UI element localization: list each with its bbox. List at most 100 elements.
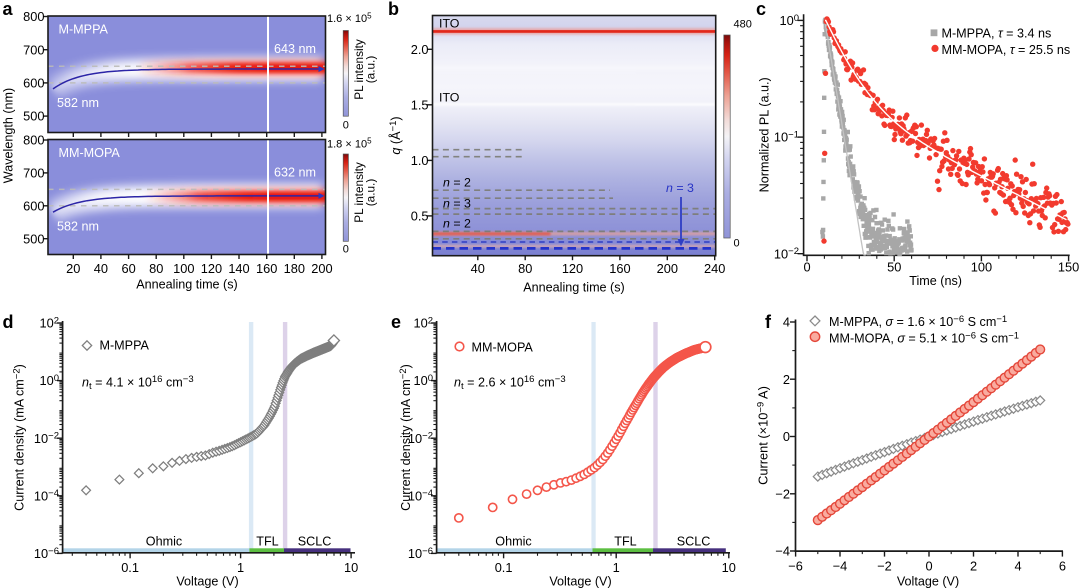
svg-text:632 nm: 632 nm [274,166,316,180]
svg-text:Current density (mA cm−2): Current density (mA cm−2) [11,364,26,511]
svg-text:Current density (mA cm−2): Current density (mA cm−2) [398,364,413,511]
svg-text:Wavelength (nm): Wavelength (nm) [2,88,16,183]
svg-text:n = 3: n = 3 [666,181,694,195]
svg-text:−2: −2 [877,558,892,573]
svg-text:120: 120 [201,261,222,276]
svg-text:Annealing time (s): Annealing time (s) [136,277,238,291]
svg-text:700: 700 [23,42,44,57]
svg-text:n = 2: n = 2 [443,216,471,230]
svg-text:PL intensity: PL intensity [352,39,366,100]
svg-text:Ohmic: Ohmic [146,534,182,548]
svg-text:200: 200 [657,261,678,276]
svg-text:b: b [388,0,399,19]
svg-text:10: 10 [722,560,736,575]
svg-text:582 nm: 582 nm [57,220,99,234]
svg-text:1: 1 [613,560,620,575]
svg-text:240: 240 [704,261,725,276]
svg-text:a: a [3,0,14,19]
svg-text:TFL: TFL [256,534,278,548]
svg-text:50: 50 [887,259,901,274]
svg-text:0: 0 [803,259,810,274]
svg-text:160: 160 [609,261,630,276]
svg-text:800: 800 [23,9,44,24]
svg-text:1.5: 1.5 [411,97,429,112]
svg-text:n = 3: n = 3 [443,196,471,210]
svg-text:150: 150 [1058,259,1079,274]
svg-text:0.5: 0.5 [411,209,429,224]
svg-text:4: 4 [783,315,790,330]
svg-text:643 nm: 643 nm [274,42,316,56]
svg-text:1.6 × 105: 1.6 × 105 [327,11,372,25]
svg-text:200: 200 [311,261,332,276]
svg-text:nt = 2.6 × 1016 cm−3: nt = 2.6 × 1016 cm−3 [454,374,566,392]
svg-text:100: 100 [971,259,992,274]
svg-text:−4: −4 [775,544,790,559]
svg-text:SCLC: SCLC [298,534,332,548]
svg-text:500: 500 [23,109,44,124]
svg-text:2: 2 [970,558,977,573]
svg-text:800: 800 [23,133,44,148]
svg-text:(a.u.): (a.u.) [364,56,378,84]
svg-text:Voltage (V): Voltage (V) [549,574,611,588]
svg-text:600: 600 [23,76,44,91]
svg-text:0: 0 [734,238,740,250]
svg-text:0: 0 [343,120,349,132]
svg-text:0.1: 0.1 [121,560,139,575]
svg-text:0: 0 [343,243,349,255]
svg-text:MM-MOPA, σ = 5.1 × 10−6 S cm−1: MM-MOPA, σ = 5.1 × 10−6 S cm−1 [829,330,1019,345]
svg-text:MM-MOPA: MM-MOPA [59,146,121,160]
svg-text:600: 600 [23,198,44,213]
svg-text:PL intensity: PL intensity [352,162,366,223]
svg-text:−2: −2 [775,486,790,501]
svg-text:Time (ns): Time (ns) [909,274,962,288]
svg-text:Voltage (V): Voltage (V) [897,574,959,588]
svg-text:500: 500 [23,231,44,246]
svg-text:0: 0 [925,558,932,573]
svg-text:ITO: ITO [439,17,460,31]
svg-text:40: 40 [471,261,485,276]
svg-text:1.8 × 105: 1.8 × 105 [327,137,372,151]
svg-text:0: 0 [783,429,790,444]
svg-text:(a.u.): (a.u.) [364,179,378,207]
svg-text:MM-MOPA, τ = 25.5 ns: MM-MOPA, τ = 25.5 ns [942,43,1071,57]
svg-text:1: 1 [237,560,244,575]
svg-text:Ohmic: Ohmic [495,534,531,548]
svg-text:TFL: TFL [614,534,636,548]
svg-text:140: 140 [228,261,249,276]
svg-text:180: 180 [284,261,305,276]
svg-text:60: 60 [121,261,135,276]
svg-text:20: 20 [66,261,80,276]
svg-text:M-MPPA: M-MPPA [100,339,150,353]
svg-text:80: 80 [149,261,163,276]
svg-text:80: 80 [518,261,532,276]
svg-text:M-MPPA, σ = 1.6 × 10−6 S cm−1: M-MPPA, σ = 1.6 × 10−6 S cm−1 [829,314,1007,329]
svg-text:−6: −6 [788,558,803,573]
svg-text:f: f [765,312,772,332]
svg-text:160: 160 [256,261,277,276]
svg-text:4: 4 [1014,558,1021,573]
svg-text:2: 2 [783,372,790,387]
svg-text:M-MPPA, τ = 3.4 ns: M-MPPA, τ = 3.4 ns [942,27,1052,41]
svg-text:1.0: 1.0 [411,153,429,168]
svg-text:nt = 4.1 × 1016 cm−3: nt = 4.1 × 1016 cm−3 [82,374,194,392]
svg-text:120: 120 [562,261,583,276]
svg-text:0.1: 0.1 [495,560,513,575]
svg-text:480: 480 [734,19,752,31]
svg-text:d: d [3,312,14,332]
svg-text:−4: −4 [833,558,848,573]
svg-text:582 nm: 582 nm [57,96,99,110]
svg-text:SCLC: SCLC [677,534,711,548]
svg-text:MM-MOPA: MM-MOPA [472,340,534,354]
svg-text:10: 10 [344,560,358,575]
svg-text:Normalized PL (a.u.): Normalized PL (a.u.) [758,77,772,192]
svg-text:700: 700 [23,166,44,181]
svg-text:M-MPPA: M-MPPA [59,23,109,37]
svg-text:c: c [756,0,766,19]
svg-text:100: 100 [173,261,194,276]
svg-text:Current (×10−9 A): Current (×10−9 A) [755,386,770,485]
svg-text:Annealing time (s): Annealing time (s) [523,280,625,294]
svg-text:6: 6 [1059,558,1066,573]
svg-text:e: e [391,312,401,332]
svg-text:ITO: ITO [439,91,460,105]
svg-text:n = 2: n = 2 [443,175,471,189]
